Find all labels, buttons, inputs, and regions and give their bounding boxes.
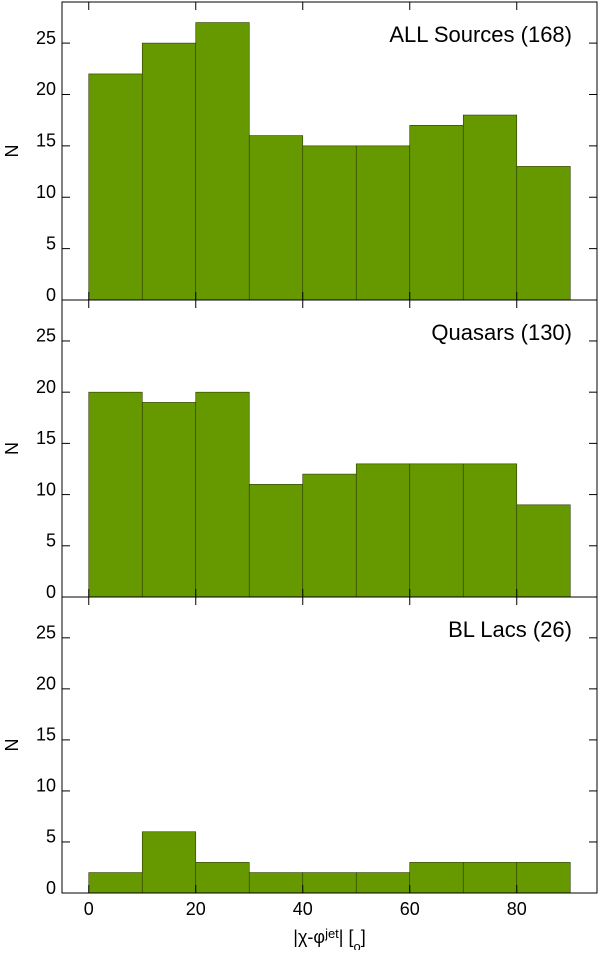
- bar: [248, 135, 304, 301]
- y-axis-label: N: [2, 145, 22, 158]
- panel-title: BL Lacs (26): [448, 617, 572, 642]
- bar: [141, 831, 197, 894]
- y-tick-label: 5: [46, 827, 56, 847]
- y-tick-label: 5: [46, 233, 56, 253]
- y-tick-label: 25: [36, 623, 56, 643]
- y-tick-label: 20: [36, 79, 56, 99]
- bar: [88, 73, 143, 301]
- bar: [302, 872, 357, 894]
- bar: [248, 872, 304, 894]
- x-tick-label: 0: [84, 899, 94, 919]
- bar: [195, 391, 250, 598]
- panel-title: Quasars (130): [431, 320, 572, 345]
- y-tick-label: 0: [46, 582, 56, 602]
- bar: [355, 145, 411, 301]
- x-axis-label-part: o: [353, 939, 360, 950]
- y-tick-label: 25: [36, 326, 56, 346]
- y-tick-label: 15: [36, 428, 56, 448]
- y-tick-label: 15: [36, 131, 56, 151]
- bar: [409, 862, 464, 894]
- y-tick-label: 10: [36, 479, 56, 499]
- x-axis-label-part: |χ-φ: [293, 927, 325, 947]
- bar: [248, 484, 304, 598]
- bar: [88, 872, 143, 894]
- bar: [462, 862, 518, 894]
- y-tick-label: 15: [36, 725, 56, 745]
- bar: [355, 463, 411, 598]
- bar: [141, 42, 197, 301]
- bar: [462, 463, 518, 598]
- bar: [195, 22, 250, 301]
- x-axis-label-part: ]: [361, 927, 366, 947]
- x-tick-label: 80: [507, 899, 527, 919]
- x-axis-label: |χ-φjet| [o]: [293, 926, 365, 950]
- y-tick-label: 10: [36, 776, 56, 796]
- bar: [516, 166, 571, 301]
- bar: [141, 402, 197, 598]
- y-axis-label: N: [2, 442, 22, 455]
- y-tick-label: 0: [46, 285, 56, 305]
- y-tick-label: 10: [36, 182, 56, 202]
- panel: 0 5 10 15 20 25 Quasars (130) N: [2, 299, 598, 602]
- panel: 0 5 10 15 20 25 ALL Sources (168) N: [2, 1, 598, 305]
- panel-title: ALL Sources (168): [389, 22, 572, 47]
- bar: [516, 862, 571, 894]
- x-tick-label: 60: [400, 899, 420, 919]
- axes-frame: [61, 596, 598, 894]
- x-tick-label: 20: [186, 899, 206, 919]
- bar: [462, 114, 518, 301]
- bar: [302, 145, 357, 301]
- bar: [516, 504, 571, 598]
- y-tick-label: 20: [36, 674, 56, 694]
- bar: [355, 872, 411, 894]
- x-tick-label: 40: [293, 899, 313, 919]
- bar: [409, 125, 464, 301]
- x-axis-label-part: | [: [339, 927, 354, 947]
- y-tick-label: 20: [36, 377, 56, 397]
- bar: [88, 391, 143, 598]
- y-tick-label: 5: [46, 531, 56, 551]
- bar: [195, 862, 250, 894]
- x-axis-label-part: jet: [324, 926, 339, 941]
- bar: [302, 473, 357, 598]
- y-tick-label: 0: [46, 878, 56, 898]
- y-axis-label: N: [2, 739, 22, 752]
- y-tick-label: 25: [36, 28, 56, 48]
- panel: 0 5 10 15 20 25 0 20 40 60 80 BL Lacs (26) N |χ-φjet|…: [2, 596, 598, 954]
- bar: [409, 463, 464, 598]
